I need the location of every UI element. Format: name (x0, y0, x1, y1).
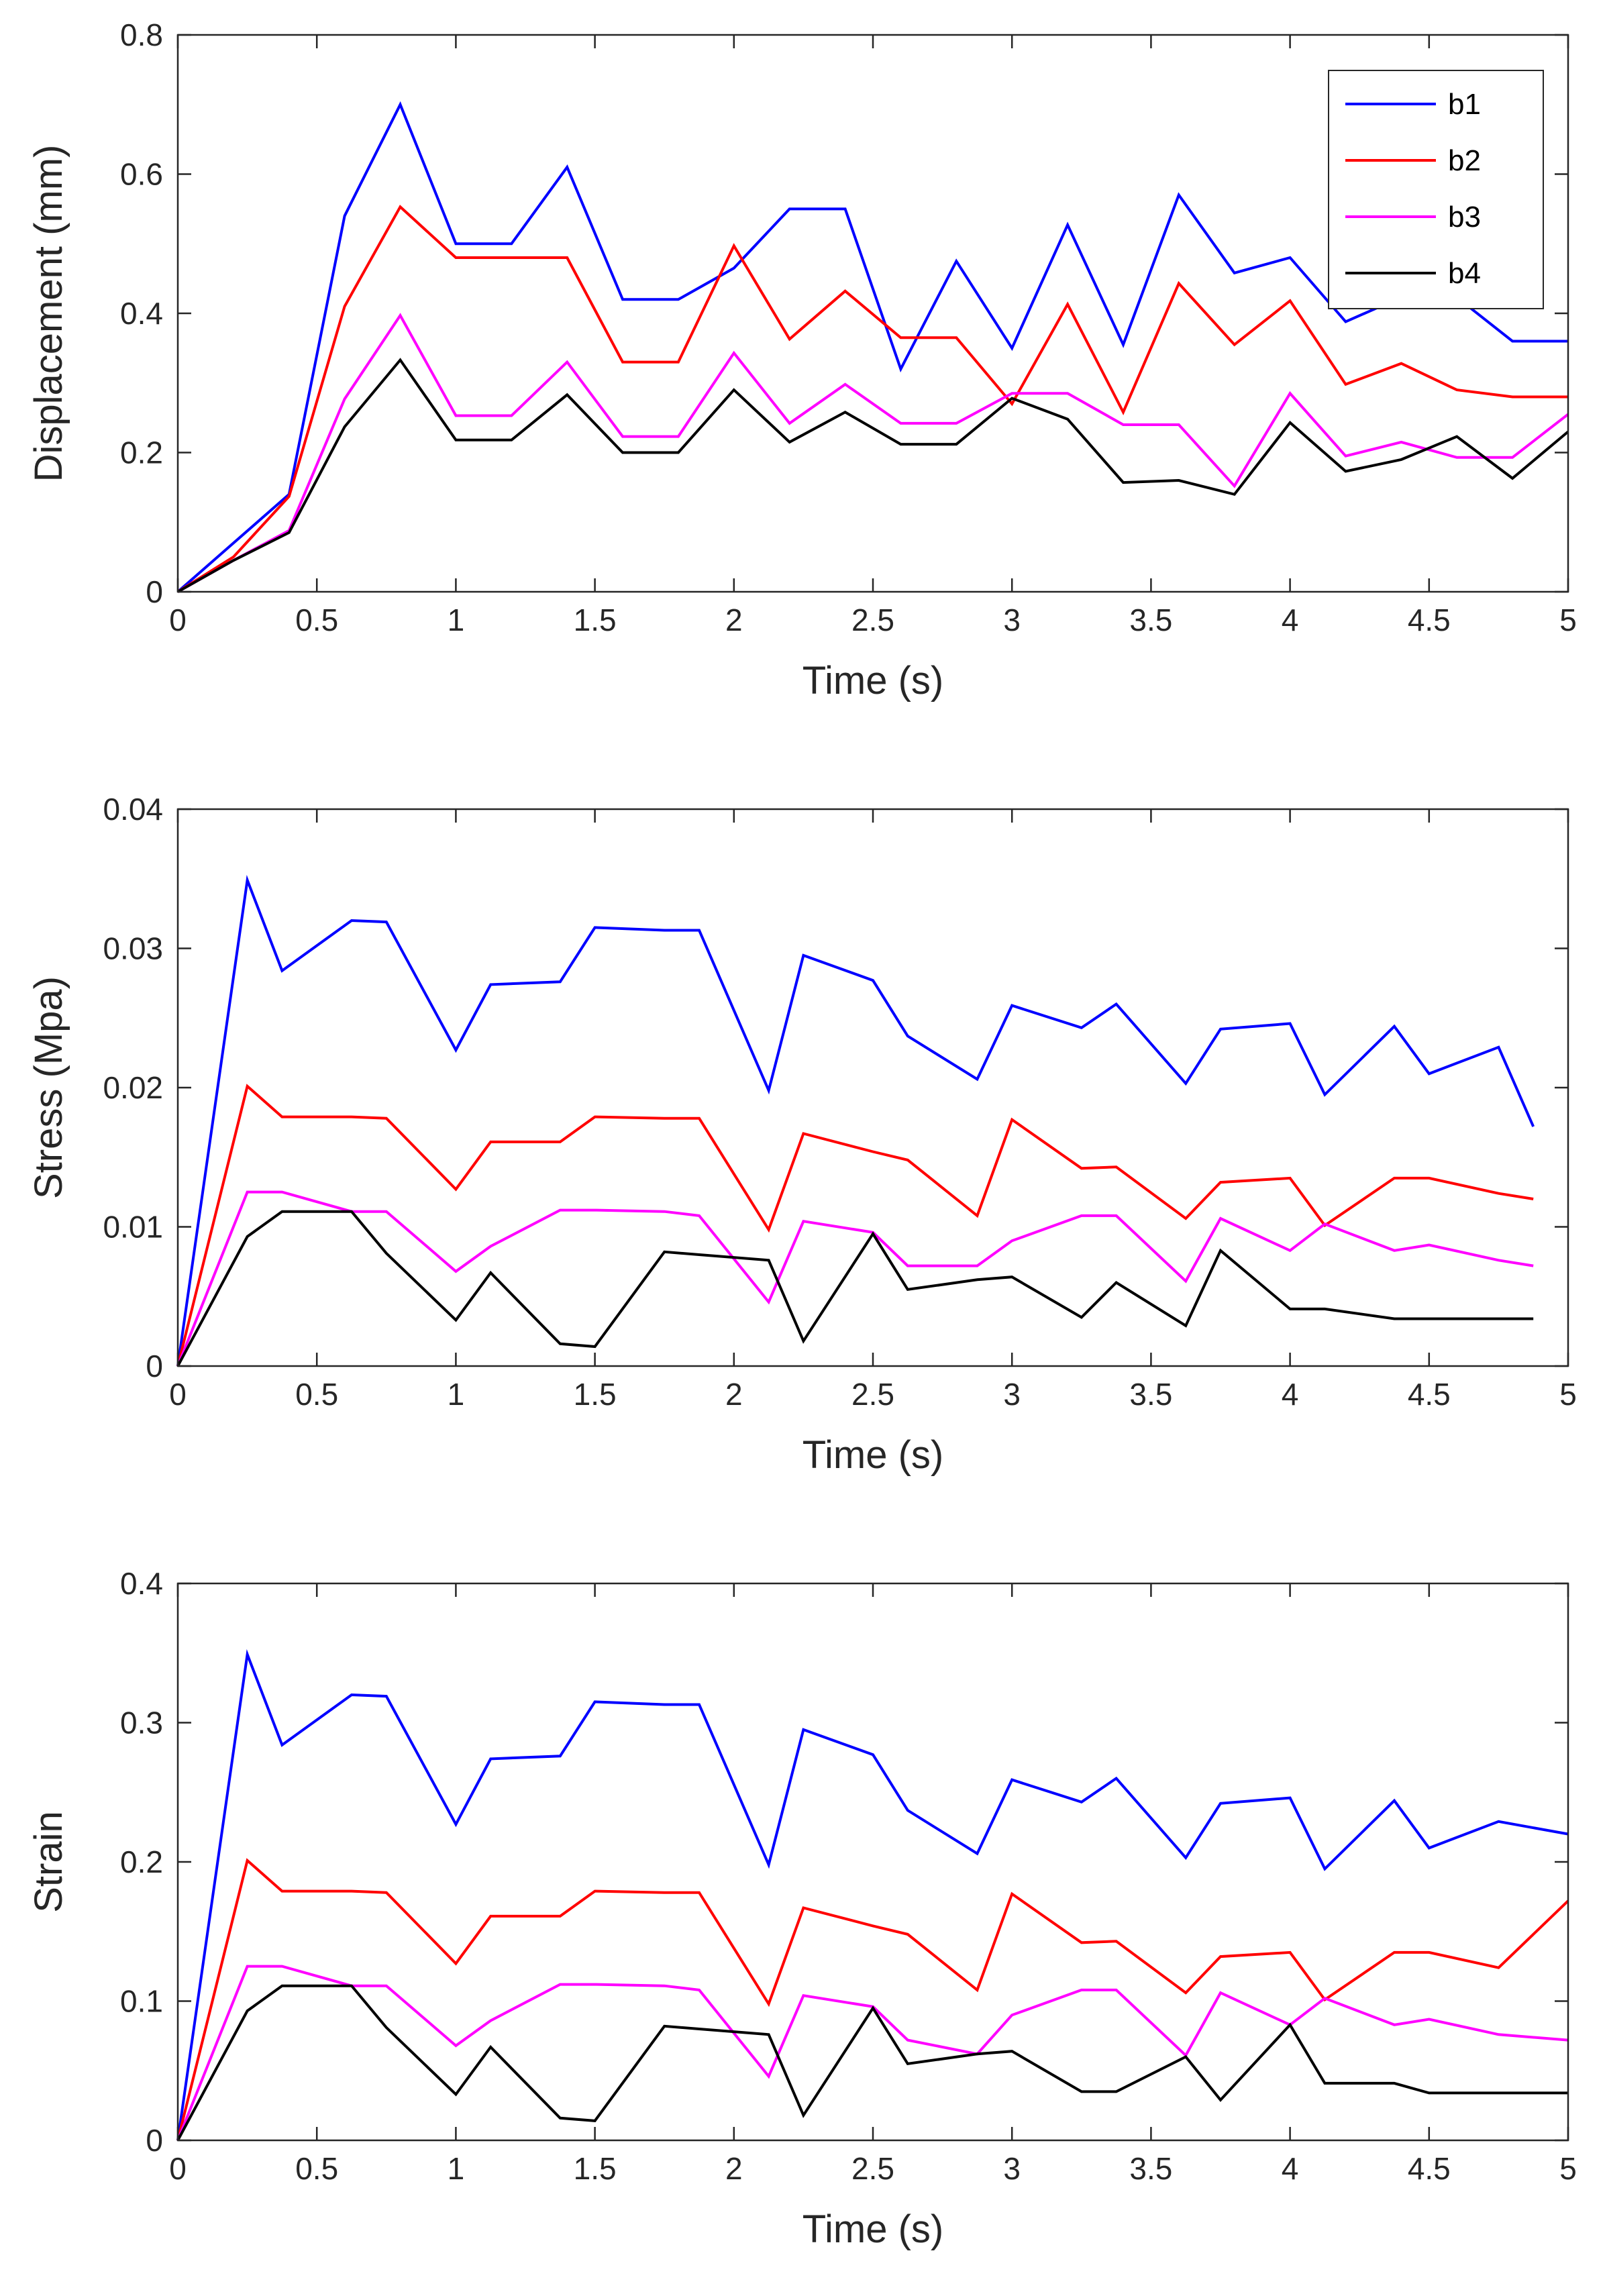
y-axis-label: Strain (27, 1811, 70, 1913)
x-tick-label: 5 (1559, 603, 1577, 637)
plot-area (178, 809, 1568, 1366)
y-tick-label: 0.1 (120, 1984, 163, 2019)
x-tick-label: 4 (1282, 2151, 1299, 2186)
x-tick-label: 0.5 (295, 2151, 338, 2186)
x-tick-label: 3.5 (1129, 2151, 1172, 2186)
y-tick-label: 0.2 (120, 435, 163, 470)
legend-label-b1: b1 (1448, 88, 1481, 121)
y-tick-label: 0.2 (120, 1844, 163, 1879)
y-tick-label: 0.02 (103, 1070, 163, 1105)
series-line-b4 (176, 1984, 1568, 2141)
x-tick-label: 1.5 (574, 603, 617, 637)
x-axis-label: Time (s) (802, 659, 943, 702)
x-tick-label: 0.5 (295, 603, 338, 637)
x-tick-label: 1.5 (574, 1377, 617, 1412)
x-tick-label: 5 (1559, 2151, 1577, 2186)
x-tick-label: 0 (169, 603, 187, 637)
x-tick-label: 4.5 (1408, 603, 1451, 637)
y-tick-label: 0.8 (120, 17, 163, 52)
x-tick-label: 3 (1003, 2151, 1021, 2186)
y-tick-label: 0.4 (120, 1566, 163, 1601)
x-axis-label: Time (s) (802, 1433, 943, 1477)
x-tick-label: 1 (448, 1377, 465, 1412)
x-tick-label: 4 (1282, 1377, 1299, 1412)
x-tick-label: 2 (725, 603, 743, 637)
x-tick-label: 4.5 (1408, 2151, 1451, 2186)
series-line-b4 (177, 358, 1569, 593)
y-tick-label: 0.3 (120, 1706, 163, 1740)
legend-box (1328, 70, 1544, 309)
y-tick-label: 0.01 (103, 1210, 163, 1245)
series-line-b1 (176, 1649, 1569, 2141)
x-tick-label: 3 (1003, 603, 1021, 637)
y-axis-label: Displacement (mm) (27, 145, 70, 482)
legend-label-b3: b3 (1448, 201, 1481, 233)
x-tick-label: 2.5 (851, 603, 894, 637)
x-tick-label: 0.5 (295, 1377, 338, 1412)
y-tick-label: 0 (146, 2123, 163, 2158)
series-line-b2 (176, 205, 1568, 593)
x-tick-label: 1 (448, 2151, 465, 2186)
x-tick-label: 2 (725, 2151, 743, 2186)
legend-label-b2: b2 (1448, 144, 1481, 177)
y-tick-label: 0 (146, 1349, 163, 1384)
x-tick-label: 0 (169, 2151, 187, 2186)
y-tick-label: 0 (146, 574, 163, 609)
legend-label-b4: b4 (1448, 257, 1481, 290)
x-tick-label: 4 (1282, 603, 1299, 637)
x-tick-label: 2.5 (851, 2151, 894, 2186)
x-tick-label: 1.5 (574, 2151, 617, 2186)
series-line-b4 (176, 1210, 1534, 1367)
y-tick-label: 0.6 (120, 157, 163, 192)
series-line-b1 (176, 874, 1535, 1367)
x-tick-label: 2 (725, 1377, 743, 1412)
y-tick-label: 0.04 (103, 792, 163, 827)
x-tick-label: 3.5 (1129, 1377, 1172, 1412)
y-tick-label: 0.03 (103, 931, 163, 966)
chart-panel-2: 0 0.5 1 1.5 2 2.5 3 3.5 4 4.5 5 0 0.01 0.02 0.03 0.04 Ti… (27, 792, 1577, 1477)
x-tick-label: 0 (169, 1377, 187, 1412)
series-line-b3 (177, 313, 1569, 593)
legend: b1 b2 b3 b4 (1328, 70, 1544, 309)
x-tick-label: 4.5 (1408, 1377, 1451, 1412)
x-tick-label: 3.5 (1129, 603, 1172, 637)
x-tick-label: 5 (1559, 1377, 1577, 1412)
chart-panel-3: 0 0.5 1 1.5 2 2.5 3 3.5 4 4.5 5 0 0.1 0.2 0.3 0.4 Time (… (27, 1566, 1577, 2251)
y-tick-label: 0.4 (120, 296, 163, 331)
x-tick-label: 3 (1003, 1377, 1021, 1412)
chart-panel-1: 0 0.5 1 1.5 2 2.5 3 3.5 4 4.5 5 0 0.2 0.4 0.6 0.8 Time (… (27, 17, 1577, 702)
x-tick-label: 2.5 (851, 1377, 894, 1412)
series-line-b2 (176, 1858, 1569, 2141)
x-tick-label: 1 (448, 603, 465, 637)
series-line-b2 (176, 1084, 1534, 1367)
plot-area (178, 1583, 1568, 2140)
x-axis-label: Time (s) (802, 2207, 943, 2251)
series-line-b1 (176, 101, 1568, 593)
y-axis-label: Stress (Mpa) (27, 976, 70, 1199)
